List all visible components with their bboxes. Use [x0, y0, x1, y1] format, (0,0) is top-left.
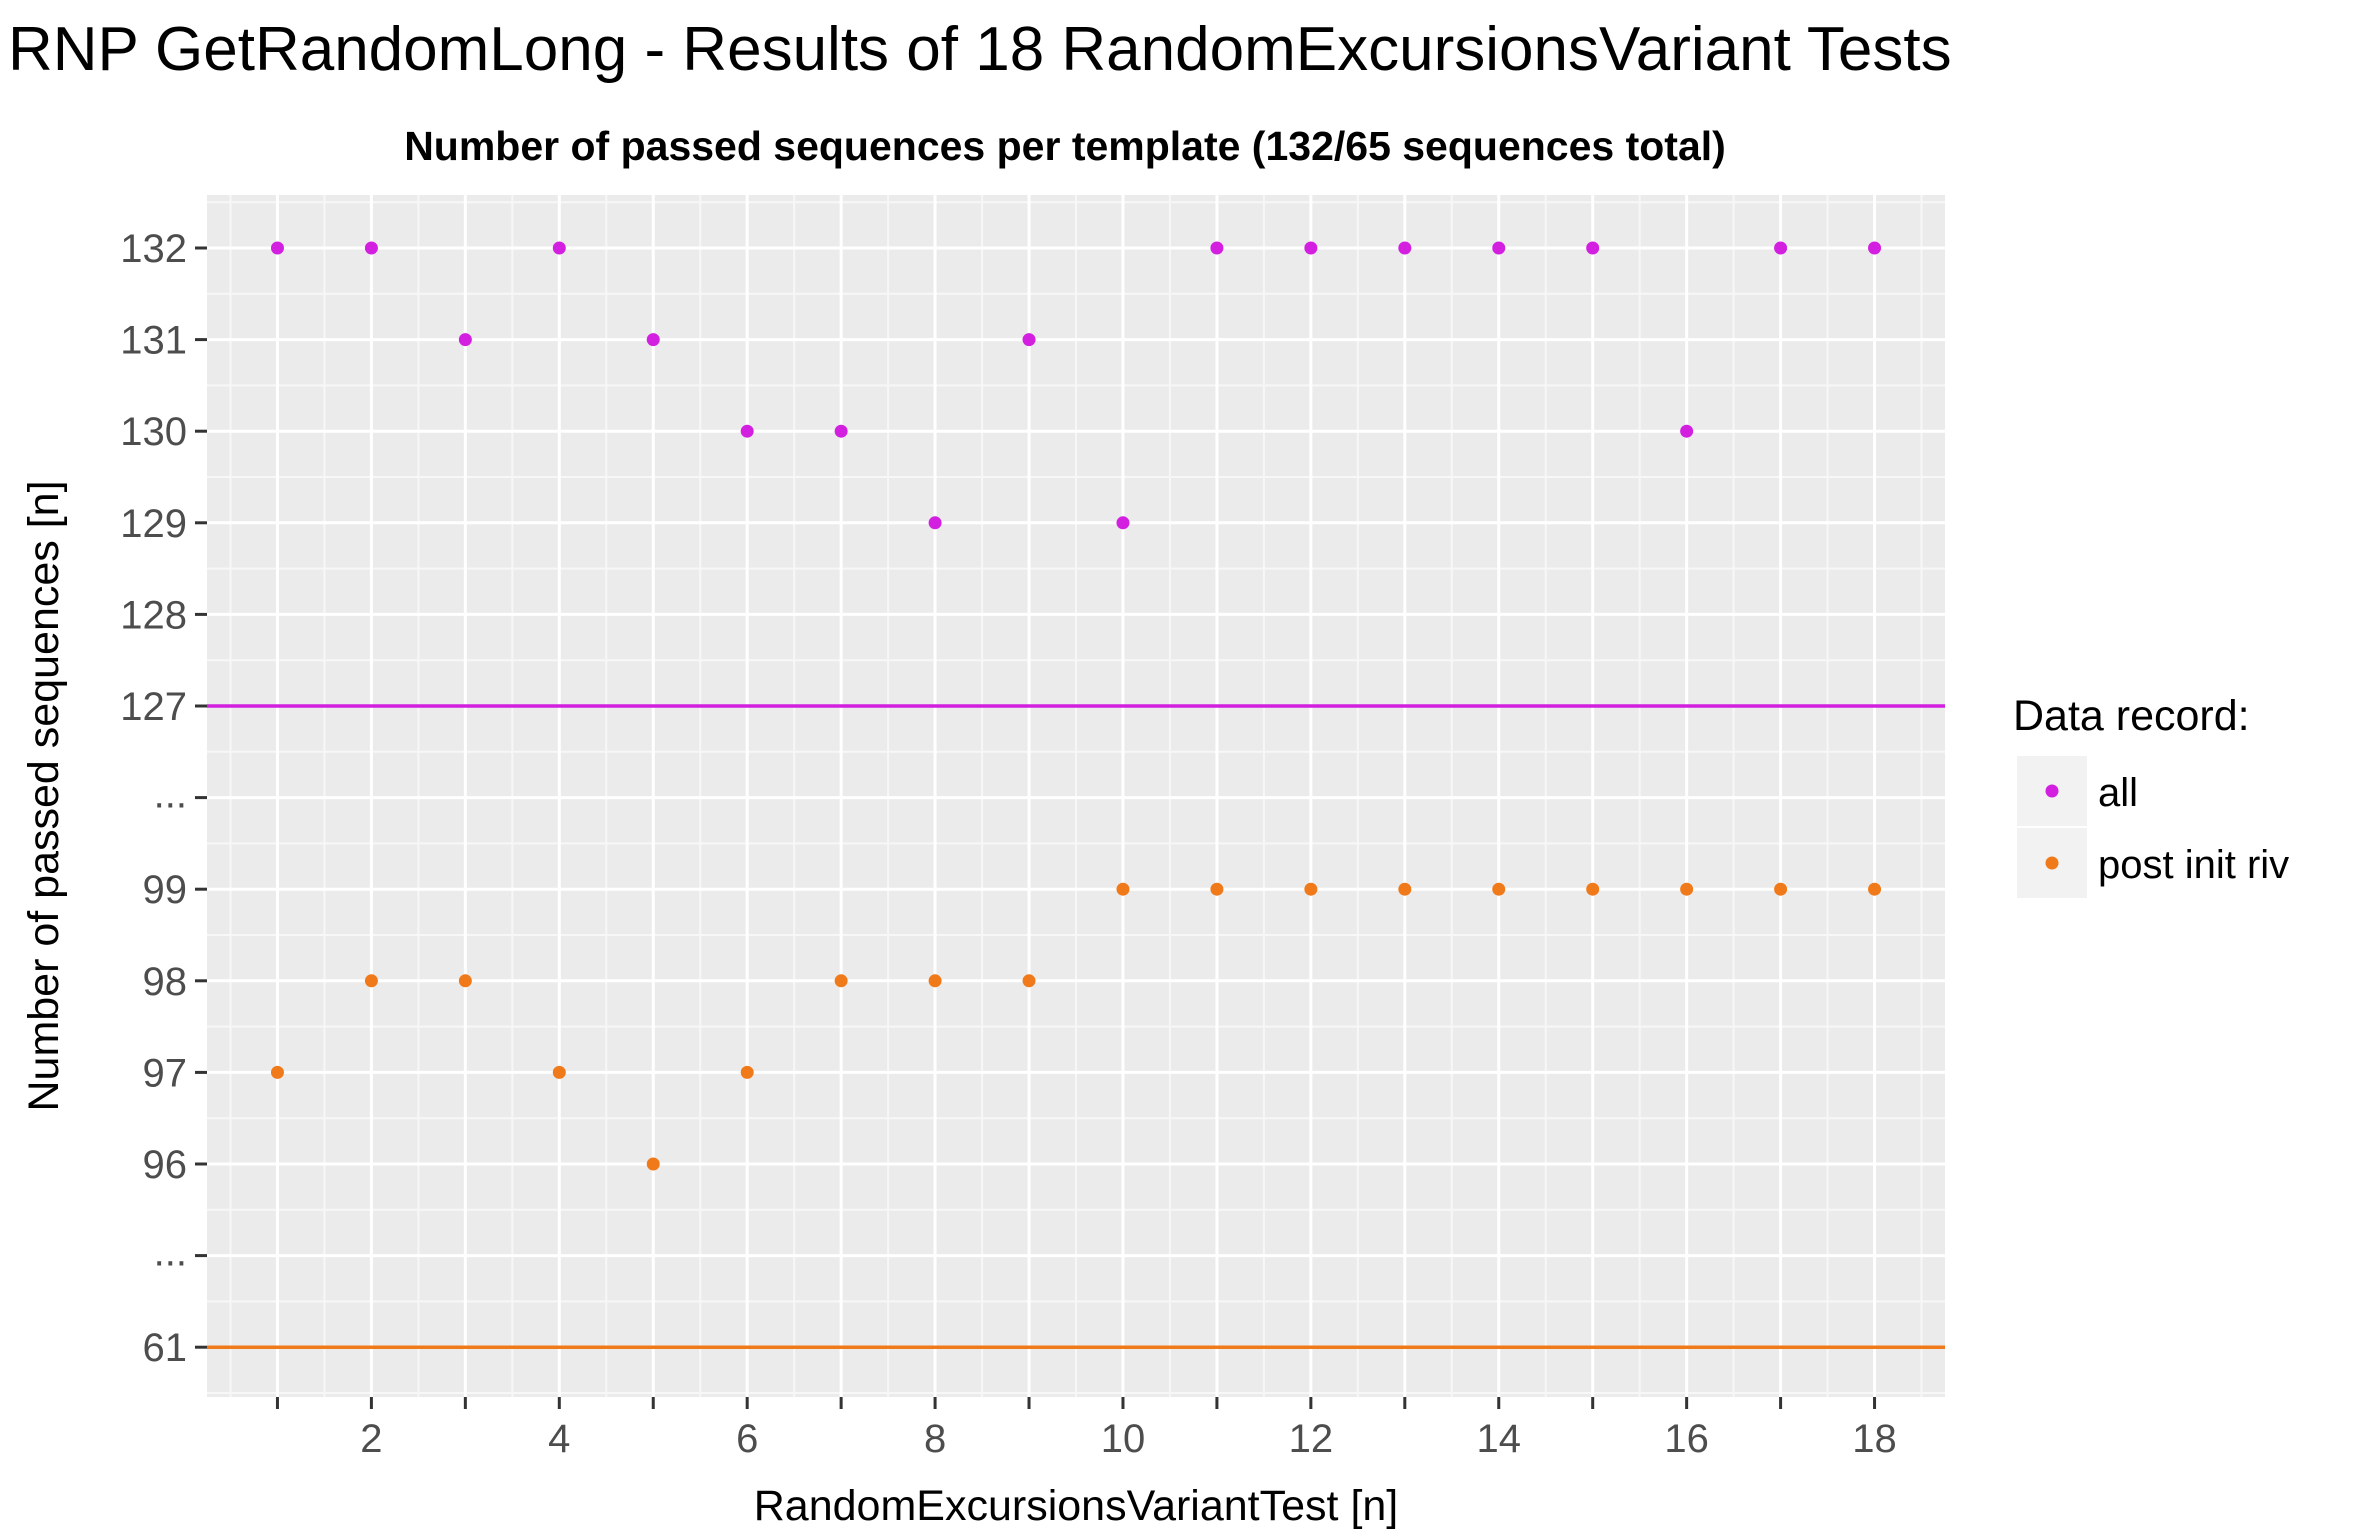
y-tick-label: 96: [143, 1143, 188, 1187]
x-axis-title: RandomExcursionsVariantTest [n]: [754, 1482, 1399, 1530]
y-tick-label: 131: [120, 319, 187, 363]
data-point: [364, 241, 378, 255]
x-tick-label: 4: [548, 1417, 570, 1461]
y-tick-label: 132: [120, 227, 187, 271]
data-point: [1492, 882, 1506, 896]
data-point: [1586, 882, 1600, 896]
data-point: [1304, 241, 1318, 255]
y-axis-title: Number of passed sequences [n]: [20, 480, 68, 1111]
y-tick-label: 61: [143, 1326, 188, 1370]
data-point: [1492, 241, 1506, 255]
data-point: [270, 1065, 284, 1079]
y-tick-label: 99: [143, 868, 188, 912]
y-tick-label: 97: [143, 1051, 188, 1095]
x-tick-label: 6: [736, 1417, 758, 1461]
x-tick-label: 10: [1101, 1417, 1146, 1461]
x-tick-label: 12: [1289, 1417, 1334, 1461]
x-axis: 2 4 6 8 10 12 14 16 18: [275, 1397, 1897, 1461]
data-point: [1868, 241, 1882, 255]
data-point: [646, 1157, 660, 1171]
data-point: [552, 241, 566, 255]
data-point: [1774, 882, 1788, 896]
data-point: [1398, 241, 1412, 255]
y-tick-label: 98: [143, 960, 188, 1004]
data-point: [646, 333, 660, 347]
y-tick-label: ...: [154, 773, 187, 817]
legend-marker-post-init-riv: [2045, 856, 2059, 870]
legend-label-post-init-riv: post init riv: [2098, 843, 2289, 887]
legend-title: Data record:: [2013, 692, 2250, 740]
data-point: [1680, 424, 1694, 438]
legend: Data record: all post init riv: [2013, 692, 2289, 898]
x-tick-label: 8: [924, 1417, 946, 1461]
data-point: [1116, 882, 1130, 896]
data-point: [458, 333, 472, 347]
chart-title: RNP GetRandomLong - Results of 18 Random…: [8, 15, 1952, 84]
legend-label-all: all: [2098, 771, 2138, 815]
x-tick-label: 16: [1664, 1417, 1709, 1461]
y-tick-label: 128: [120, 593, 187, 637]
data-point: [1398, 882, 1412, 896]
y-axis: 132 131 130 129 128 127... 99 98 97 96... 61: [120, 227, 207, 1370]
data-point: [928, 516, 942, 530]
y-tick-label: 130: [120, 410, 187, 454]
x-tick-label: 18: [1852, 1417, 1897, 1461]
y-tick-label: 129: [120, 502, 187, 546]
data-point: [270, 241, 284, 255]
threshold-lines: [207, 704, 1945, 1349]
data-point: [1022, 333, 1036, 347]
data-point: [364, 974, 378, 988]
data-point: [1210, 882, 1224, 896]
data-point: [834, 974, 848, 988]
data-point: [1304, 882, 1318, 896]
chart-subtitle: Number of passed sequences per template …: [404, 123, 1726, 169]
y-tick-label: 127: [120, 685, 187, 729]
data-point: [552, 1065, 566, 1079]
legend-marker-all: [2045, 784, 2059, 798]
data-point: [458, 974, 472, 988]
data-point: [740, 1065, 754, 1079]
data-point: [740, 424, 754, 438]
x-tick-label: 14: [1477, 1417, 1522, 1461]
grid: [207, 195, 1945, 1397]
data-point: [1116, 516, 1130, 530]
data-point: [1210, 241, 1224, 255]
data-point: [1774, 241, 1788, 255]
x-tick-label: 2: [360, 1417, 382, 1461]
data-point: [1868, 882, 1882, 896]
data-point: [1680, 882, 1694, 896]
data-point: [1022, 974, 1036, 988]
y-tick-label: ...: [154, 1231, 187, 1275]
data-points: [270, 241, 1882, 1171]
data-point: [1586, 241, 1600, 255]
data-point: [834, 424, 848, 438]
data-point: [928, 974, 942, 988]
